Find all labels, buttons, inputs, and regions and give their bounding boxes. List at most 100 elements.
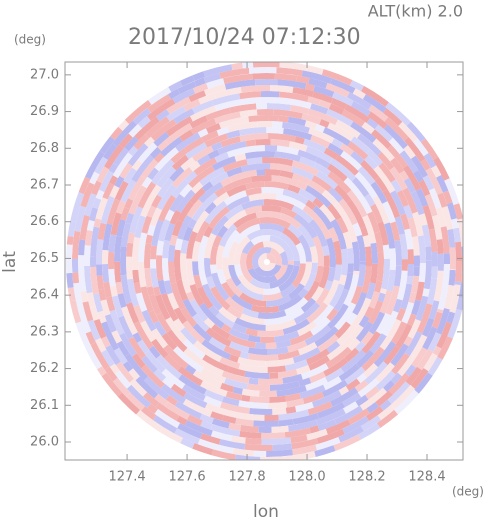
radar-cell bbox=[126, 242, 134, 257]
radar-cell bbox=[437, 253, 445, 271]
radar-cell bbox=[381, 258, 391, 290]
radar-cell bbox=[145, 234, 153, 244]
radar-cell bbox=[151, 338, 169, 359]
radar-cell bbox=[375, 370, 396, 391]
radar-cell bbox=[218, 306, 238, 323]
radar-cell bbox=[266, 127, 276, 134]
radar-cell bbox=[244, 370, 270, 380]
radar-cell bbox=[350, 151, 365, 165]
radar-cell bbox=[274, 73, 298, 82]
radar-cell bbox=[277, 79, 307, 90]
radar-cell bbox=[279, 213, 302, 229]
radar-cell bbox=[333, 240, 342, 265]
x-unit: (deg) bbox=[452, 485, 484, 499]
radar-cell bbox=[156, 109, 170, 122]
radar-cell bbox=[444, 285, 455, 310]
radar-cell bbox=[193, 363, 204, 373]
radar-cell bbox=[169, 234, 178, 246]
radar-cell bbox=[161, 293, 179, 322]
radar-cell bbox=[184, 420, 213, 437]
radar-cell bbox=[366, 149, 383, 167]
radar-cell bbox=[102, 223, 113, 251]
radar-cell bbox=[428, 332, 442, 352]
radar-cell bbox=[357, 133, 382, 156]
radar-cell bbox=[413, 255, 421, 267]
radar-cell bbox=[313, 162, 331, 177]
radar-cell bbox=[84, 230, 93, 246]
radar-cell bbox=[433, 156, 450, 181]
radar-cell bbox=[305, 348, 330, 366]
radar-cell bbox=[192, 240, 201, 262]
radar-cell bbox=[214, 87, 242, 99]
radar-cell bbox=[272, 443, 293, 451]
radar-cell bbox=[227, 334, 256, 349]
y-tick-label: 26.2 bbox=[30, 361, 59, 376]
radar-cell bbox=[254, 264, 282, 278]
radar-cell bbox=[351, 241, 360, 272]
radar-cell bbox=[433, 270, 444, 302]
radar-cell bbox=[269, 372, 279, 379]
radar-cell bbox=[292, 347, 321, 364]
radar-cell bbox=[104, 144, 124, 170]
radar-cell bbox=[245, 437, 262, 445]
radar-cell bbox=[271, 425, 289, 433]
radar-cell bbox=[291, 205, 314, 224]
radar-cell bbox=[263, 286, 281, 296]
radar-cell bbox=[343, 401, 359, 414]
radar-cell bbox=[365, 282, 376, 300]
radar-cell bbox=[165, 395, 178, 406]
radar-cell bbox=[203, 72, 221, 84]
radar-cell bbox=[287, 184, 301, 194]
radar-cell bbox=[241, 163, 271, 173]
radar-cell bbox=[210, 264, 218, 274]
radar-cell bbox=[180, 327, 198, 345]
radar-cell bbox=[86, 292, 96, 308]
radar-cell bbox=[115, 281, 124, 295]
radar-cell bbox=[416, 303, 433, 334]
radar-cell bbox=[135, 376, 159, 399]
radar-cell bbox=[175, 132, 201, 152]
radar-cell bbox=[188, 90, 207, 103]
radar-cell bbox=[355, 394, 369, 407]
radar-cell bbox=[210, 286, 231, 311]
radar-cell bbox=[78, 308, 87, 321]
radar-cell bbox=[380, 288, 387, 295]
radar-cell bbox=[325, 237, 337, 268]
radar-cell bbox=[149, 259, 157, 269]
radar-cell bbox=[297, 149, 318, 162]
radar-cell bbox=[222, 396, 240, 407]
radar-cell bbox=[370, 203, 384, 224]
radar-cell bbox=[104, 366, 118, 382]
radar-cell bbox=[118, 315, 134, 340]
radar-cell bbox=[158, 218, 171, 242]
radar-cell bbox=[215, 312, 235, 329]
radar-cell bbox=[288, 141, 308, 152]
radar-cell bbox=[338, 274, 347, 286]
radar-cell bbox=[157, 140, 169, 152]
radar-cell bbox=[408, 291, 417, 304]
radar-cell bbox=[95, 239, 104, 265]
radar-cell bbox=[442, 190, 453, 204]
radar-cell bbox=[246, 229, 263, 241]
radar-cell bbox=[347, 338, 361, 351]
radar-cell bbox=[114, 235, 123, 262]
radar-cell bbox=[101, 249, 109, 265]
radar-cell bbox=[310, 103, 329, 115]
radar-cell bbox=[273, 109, 303, 120]
radar-cell bbox=[328, 187, 344, 203]
radar-cell bbox=[249, 396, 270, 404]
radar-cell bbox=[327, 122, 355, 142]
radar-cell bbox=[288, 307, 305, 321]
radar-cell bbox=[266, 449, 293, 458]
radar-cell bbox=[309, 363, 329, 377]
radar-cell bbox=[307, 108, 338, 126]
radar-cell bbox=[287, 260, 295, 265]
radar-cell bbox=[108, 251, 115, 270]
radar-cell bbox=[98, 170, 114, 193]
radar-cell bbox=[237, 356, 266, 367]
radar-cell bbox=[255, 139, 271, 146]
radar-cell bbox=[189, 283, 205, 307]
radar-cell bbox=[205, 123, 221, 134]
radar-cell bbox=[261, 437, 292, 445]
radar-cell bbox=[122, 361, 134, 372]
